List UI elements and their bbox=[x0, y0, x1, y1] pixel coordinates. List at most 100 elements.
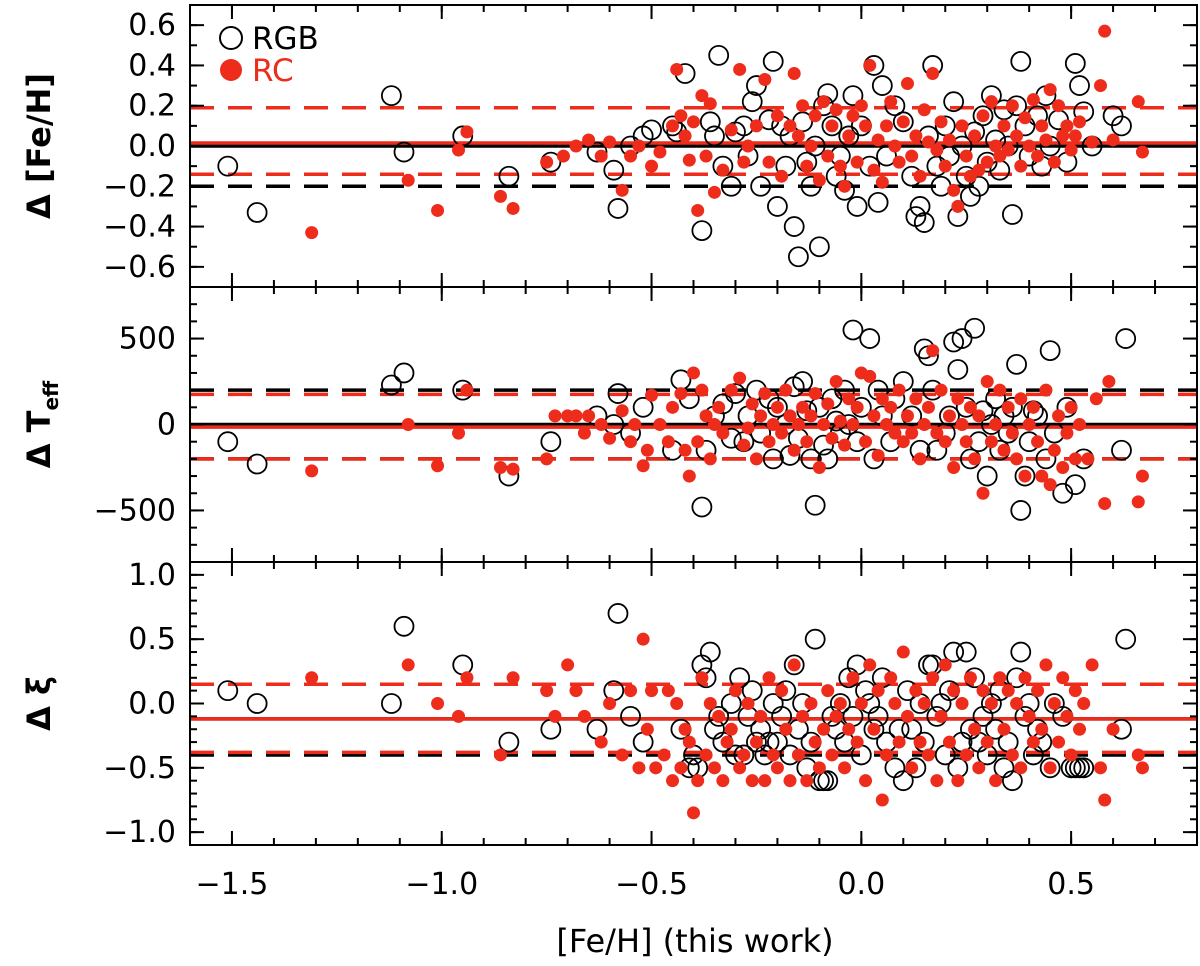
point-rc bbox=[674, 387, 688, 401]
point-rc bbox=[687, 115, 700, 129]
point-rc bbox=[846, 671, 860, 685]
point-rc bbox=[749, 735, 763, 749]
point-rc bbox=[493, 748, 507, 762]
point-rc bbox=[569, 139, 583, 153]
point-rc bbox=[921, 400, 935, 414]
point-rc bbox=[884, 671, 898, 685]
y-tick-label: −0.4 bbox=[103, 210, 176, 245]
point-rgb bbox=[876, 145, 897, 167]
y-tick-label: −500 bbox=[94, 493, 176, 528]
point-rgb bbox=[586, 718, 608, 740]
point-rc bbox=[624, 684, 638, 698]
point-rc bbox=[506, 201, 520, 215]
point-rc bbox=[1056, 671, 1070, 685]
point-rgb bbox=[976, 465, 998, 487]
point-rc bbox=[804, 139, 818, 153]
point-rc bbox=[787, 66, 801, 80]
point-rgb bbox=[217, 155, 239, 177]
point-rc bbox=[892, 735, 906, 749]
panel-plot-area bbox=[190, 24, 1197, 268]
point-rc bbox=[741, 697, 755, 710]
x-axis-title: [Fe/H] (this work) bbox=[556, 922, 833, 960]
point-rgb bbox=[918, 654, 939, 676]
point-rc bbox=[1043, 478, 1057, 492]
point-rc bbox=[888, 697, 902, 710]
point-rgb bbox=[586, 141, 608, 163]
y-tick-label: 500 bbox=[119, 322, 176, 357]
point-rc bbox=[603, 431, 617, 445]
point-rgb bbox=[741, 91, 763, 113]
point-rc bbox=[930, 426, 944, 440]
point-rc bbox=[1010, 697, 1024, 710]
point-rc bbox=[716, 163, 730, 177]
point-rc bbox=[653, 145, 667, 159]
point-rgb bbox=[641, 119, 662, 141]
point-rc bbox=[913, 452, 927, 466]
point-rc bbox=[305, 671, 319, 685]
point-rgb bbox=[607, 603, 629, 624]
point-rc bbox=[884, 95, 898, 109]
point-rgb bbox=[968, 175, 990, 197]
point-rc bbox=[1035, 119, 1049, 133]
point-rgb bbox=[380, 85, 402, 107]
point-rgb bbox=[767, 396, 788, 418]
point-rc bbox=[1098, 497, 1112, 511]
point-rc bbox=[758, 73, 772, 87]
point-rc bbox=[1005, 426, 1019, 440]
y-tick-label: 0.0 bbox=[128, 687, 176, 722]
point-rc bbox=[1056, 129, 1070, 143]
point-rc bbox=[926, 671, 940, 685]
point-rc bbox=[863, 369, 877, 383]
y-tick-label: 0.2 bbox=[128, 89, 176, 124]
point-rgb bbox=[804, 628, 826, 650]
point-rc bbox=[984, 697, 998, 710]
point-rc bbox=[762, 435, 776, 449]
point-rc bbox=[921, 748, 935, 762]
point-rc bbox=[540, 684, 554, 698]
point-rc bbox=[493, 460, 507, 474]
point-rc bbox=[1014, 392, 1028, 406]
point-rc bbox=[712, 709, 726, 723]
point-rc bbox=[749, 452, 763, 466]
point-rgb bbox=[380, 693, 402, 714]
point-rc bbox=[1001, 684, 1015, 698]
point-rc bbox=[645, 159, 659, 173]
point-rc bbox=[569, 409, 583, 423]
point-rc bbox=[959, 748, 973, 762]
point-rc bbox=[871, 684, 885, 698]
point-rc bbox=[1093, 79, 1107, 93]
point-rc bbox=[762, 155, 776, 169]
point-rc bbox=[1026, 735, 1040, 749]
point-rc bbox=[934, 383, 948, 397]
point-rc bbox=[796, 99, 810, 113]
point-rgb bbox=[1073, 757, 1095, 779]
point-rc bbox=[682, 735, 696, 749]
point-rgb bbox=[393, 615, 415, 637]
point-rc bbox=[930, 143, 944, 157]
point-rc bbox=[993, 671, 1007, 685]
point-rc bbox=[1073, 722, 1087, 736]
point-rc bbox=[770, 109, 784, 123]
point-rc bbox=[556, 149, 570, 163]
point-rc bbox=[867, 409, 881, 423]
point-rgb bbox=[813, 770, 834, 792]
point-rgb bbox=[842, 319, 864, 341]
point-rgb bbox=[607, 198, 629, 219]
point-rc bbox=[754, 409, 768, 423]
point-rc bbox=[682, 469, 696, 483]
point-rc bbox=[624, 149, 638, 163]
point-rc bbox=[431, 203, 445, 217]
point-rc bbox=[1060, 709, 1074, 723]
point-rc bbox=[703, 452, 717, 466]
point-rc bbox=[657, 748, 671, 762]
point-rc bbox=[1018, 111, 1032, 125]
point-rgb bbox=[972, 105, 994, 127]
point-rc bbox=[1106, 133, 1120, 147]
point-rc bbox=[632, 761, 646, 775]
y-axis-title-subscript: eff bbox=[39, 380, 63, 411]
point-rgb bbox=[380, 374, 402, 396]
point-rgb bbox=[1064, 757, 1086, 779]
point-rgb bbox=[708, 44, 730, 66]
point-rgb bbox=[1064, 53, 1086, 74]
